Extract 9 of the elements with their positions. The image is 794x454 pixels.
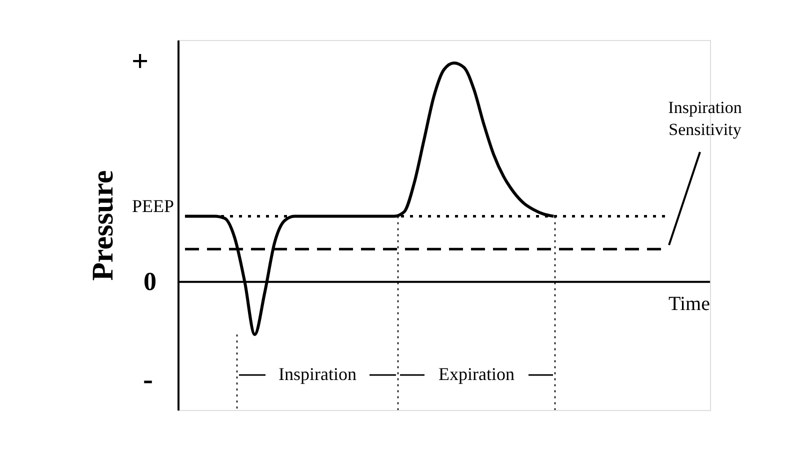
- text: 0: [144, 266, 156, 296]
- text: Expiration: [438, 364, 514, 384]
- x-axis-title: Time: [668, 292, 710, 315]
- ref-line-label: PEEP: [132, 196, 174, 216]
- y-axis-title: Pressure: [86, 170, 120, 281]
- text: +: [131, 45, 149, 78]
- ref-line-label: Inspiration Sensitivity: [668, 98, 742, 139]
- text: Inspiration: [278, 364, 356, 384]
- text: -: [143, 363, 153, 396]
